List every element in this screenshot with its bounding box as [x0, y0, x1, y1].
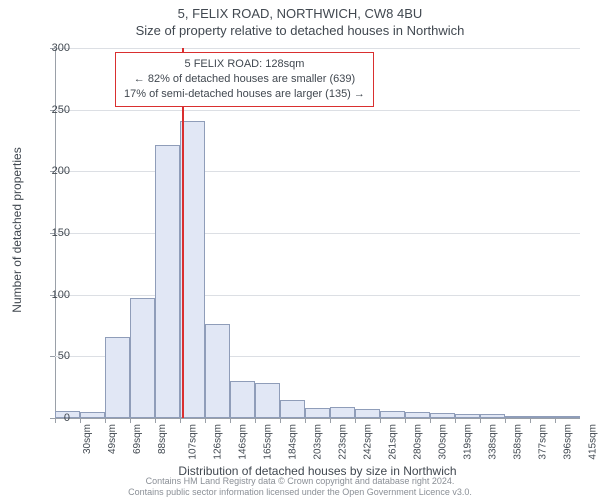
x-tick-label: 338sqm	[488, 424, 499, 460]
chart-title-sub: Size of property relative to detached ho…	[0, 21, 600, 38]
x-tick-mark	[180, 418, 181, 423]
x-tick-mark	[380, 418, 381, 423]
y-axis-label: Number of detached properties	[10, 147, 24, 312]
x-tick-mark	[155, 418, 156, 423]
x-tick-label: 69sqm	[132, 424, 143, 454]
histogram-bar	[355, 409, 380, 418]
histogram-bar	[105, 337, 130, 418]
histogram-bar	[380, 411, 405, 418]
x-tick-mark	[555, 418, 556, 423]
x-tick-label: 377sqm	[538, 424, 549, 460]
histogram-bar	[155, 145, 180, 418]
x-tick-mark	[105, 418, 106, 423]
histogram-bar	[305, 408, 330, 418]
x-tick-label: 88sqm	[157, 424, 168, 454]
x-tick-label: 223sqm	[338, 424, 349, 460]
info-line-2: ← 82% of detached houses are smaller (63…	[124, 72, 365, 87]
x-tick-label: 358sqm	[513, 424, 524, 460]
info-line-3: 17% of semi-detached houses are larger (…	[124, 87, 365, 102]
histogram-bar	[230, 381, 255, 418]
x-tick-mark	[280, 418, 281, 423]
y-tick-label: 50	[58, 350, 70, 362]
x-tick-mark	[130, 418, 131, 423]
x-tick-label: 107sqm	[188, 424, 199, 460]
y-tick-label: 200	[52, 165, 70, 177]
attribution-line-1: Contains HM Land Registry data © Crown c…	[0, 476, 600, 487]
x-tick-label: 280sqm	[413, 424, 424, 460]
info-line-1: 5 FELIX ROAD: 128sqm	[124, 57, 365, 72]
histogram-bar	[430, 413, 455, 418]
x-tick-mark	[80, 418, 81, 423]
x-tick-mark	[305, 418, 306, 423]
x-tick-mark	[55, 418, 56, 423]
histogram-bar	[505, 416, 530, 418]
x-tick-label: 396sqm	[563, 424, 574, 460]
histogram-bar	[255, 383, 280, 418]
gridline	[55, 233, 580, 234]
histogram-bar	[130, 298, 155, 418]
x-tick-label: 300sqm	[438, 424, 449, 460]
histogram-bar	[80, 412, 105, 418]
histogram-bar	[530, 416, 555, 418]
x-tick-label: 203sqm	[313, 424, 324, 460]
x-tick-label: 261sqm	[388, 424, 399, 460]
histogram-bar	[405, 412, 430, 418]
gridline	[55, 48, 580, 49]
x-tick-label: 126sqm	[213, 424, 224, 460]
x-tick-mark	[530, 418, 531, 423]
chart-title-main: 5, FELIX ROAD, NORTHWICH, CW8 4BU	[0, 0, 600, 21]
gridline	[55, 171, 580, 172]
y-tick-label: 250	[52, 104, 70, 116]
gridline	[55, 295, 580, 296]
x-tick-mark	[505, 418, 506, 423]
x-tick-label: 184sqm	[288, 424, 299, 460]
attribution: Contains HM Land Registry data © Crown c…	[0, 476, 600, 498]
histogram-bar	[205, 324, 230, 418]
x-tick-mark	[230, 418, 231, 423]
plot-area: 30sqm49sqm69sqm88sqm107sqm126sqm146sqm16…	[55, 48, 580, 419]
info-box: 5 FELIX ROAD: 128sqm ← 82% of detached h…	[115, 52, 374, 107]
y-tick-label: 100	[52, 289, 70, 301]
attribution-line-2: Contains public sector information licen…	[0, 487, 600, 498]
histogram-bar	[455, 414, 480, 418]
histogram-bar	[280, 400, 305, 419]
x-tick-mark	[405, 418, 406, 423]
y-tick-label: 0	[64, 412, 70, 424]
x-tick-mark	[355, 418, 356, 423]
x-tick-label: 146sqm	[238, 424, 249, 460]
x-tick-mark	[205, 418, 206, 423]
histogram-bar	[555, 416, 580, 418]
x-tick-label: 165sqm	[263, 424, 274, 460]
x-tick-label: 49sqm	[107, 424, 118, 454]
gridline	[55, 110, 580, 111]
x-tick-label: 242sqm	[363, 424, 374, 460]
x-tick-mark	[430, 418, 431, 423]
y-tick-label: 300	[52, 42, 70, 54]
y-tick-label: 150	[52, 227, 70, 239]
x-tick-label: 415sqm	[588, 424, 599, 460]
x-tick-mark	[455, 418, 456, 423]
y-tick-mark	[50, 356, 55, 357]
histogram-bar	[330, 407, 355, 418]
x-tick-label: 30sqm	[82, 424, 93, 454]
x-tick-mark	[255, 418, 256, 423]
histogram-bar	[480, 414, 505, 418]
x-tick-mark	[330, 418, 331, 423]
x-tick-mark	[480, 418, 481, 423]
x-tick-label: 319sqm	[463, 424, 474, 460]
